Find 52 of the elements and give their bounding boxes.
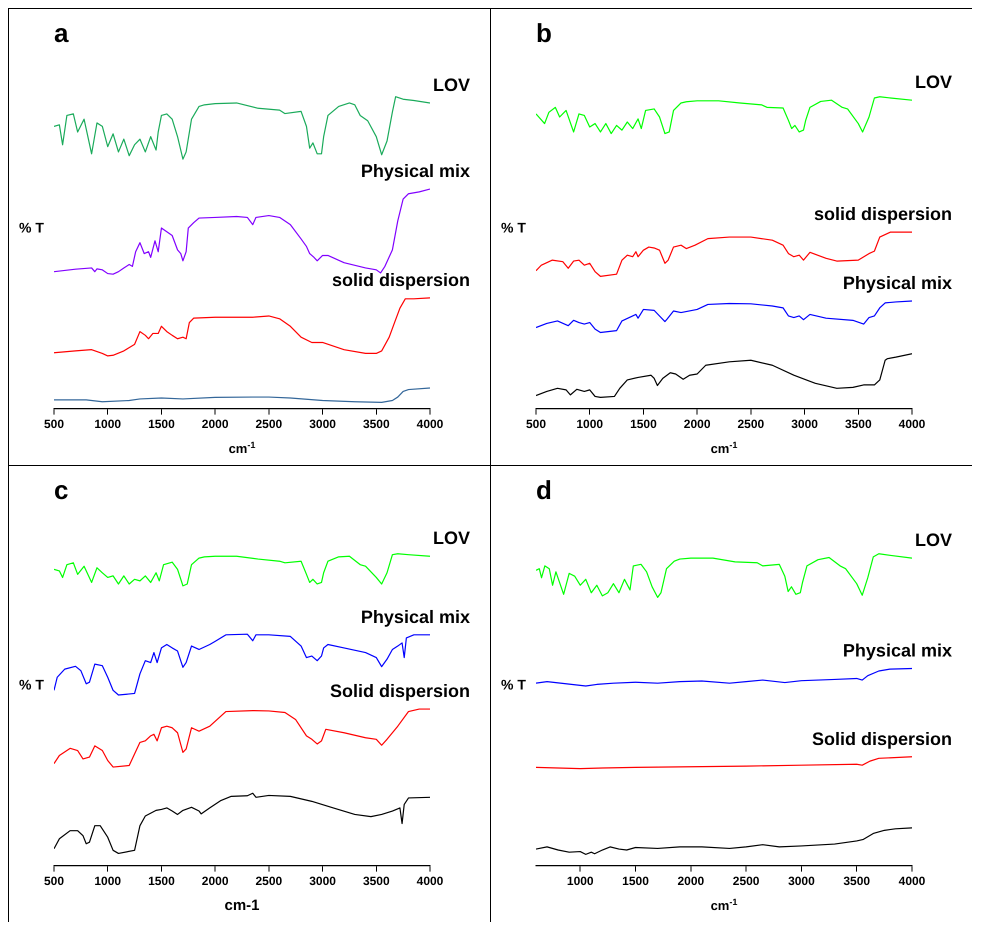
- series-label: Solid dispersion: [812, 728, 952, 749]
- x-tick-label: 1000: [94, 417, 122, 432]
- series-label: LOV: [432, 528, 470, 548]
- x-tick-label: 2000: [202, 417, 229, 432]
- series-label: solid dispersion: [814, 204, 952, 224]
- series-label: solid dispersion: [332, 270, 470, 290]
- x-tick-label: 4000: [898, 417, 926, 432]
- x-tick-label: 3500: [362, 874, 390, 888]
- chart-title: c: [54, 474, 68, 505]
- x-tick-label: 3500: [362, 417, 390, 432]
- x-tick-label: 500: [44, 874, 64, 888]
- x-tick-label: 3500: [844, 417, 872, 432]
- x-tick-label: 500: [526, 417, 546, 432]
- x-tick-label: 2000: [677, 874, 704, 888]
- x-tick-label: 4000: [898, 874, 926, 888]
- x-tick-label: 2500: [256, 874, 283, 888]
- series-label: LOV: [432, 74, 470, 95]
- y-axis-title: % T: [501, 676, 526, 692]
- x-tick-label: 1000: [566, 874, 594, 888]
- y-axis-title: % T: [19, 219, 44, 236]
- series-label: Physical mix: [360, 161, 470, 182]
- x-tick-label: 3000: [791, 417, 818, 432]
- x-tick-label: 3000: [309, 874, 336, 888]
- x-tick-label: 1000: [94, 874, 122, 888]
- y-axis-title: % T: [19, 676, 44, 692]
- x-tick-label: 2500: [732, 874, 760, 888]
- x-tick-label: 2000: [202, 874, 229, 888]
- x-tick-label: 3000: [309, 417, 336, 432]
- chart-title: a: [54, 18, 69, 48]
- x-tick-label: 4000: [416, 417, 444, 432]
- y-axis-title: % T: [501, 219, 526, 236]
- series-label: Physical mix: [842, 640, 952, 661]
- x-tick-label: 4000: [416, 874, 444, 888]
- x-tick-label: 2500: [738, 417, 765, 432]
- x-tick-label: 1500: [622, 874, 650, 888]
- x-tick-label: 500: [44, 417, 64, 432]
- series-label: LOV: [914, 530, 952, 550]
- x-tick-label: 2000: [684, 417, 711, 432]
- x-tick-label: 3000: [788, 874, 816, 888]
- chart-title: b: [536, 18, 552, 48]
- series-label: Physical mix: [842, 273, 952, 294]
- x-axis-title: cm-1: [224, 897, 260, 914]
- x-tick-label: 3500: [843, 874, 870, 888]
- series-label: LOV: [914, 72, 952, 92]
- chart-title: d: [536, 474, 552, 505]
- x-tick-label: 1500: [630, 417, 658, 432]
- x-tick-label: 1500: [148, 874, 176, 888]
- series-label: Physical mix: [360, 606, 470, 627]
- x-tick-label: 2500: [256, 417, 283, 432]
- x-tick-label: 1000: [576, 417, 604, 432]
- x-tick-label: 1500: [148, 417, 176, 432]
- series-label: Solid dispersion: [330, 681, 470, 702]
